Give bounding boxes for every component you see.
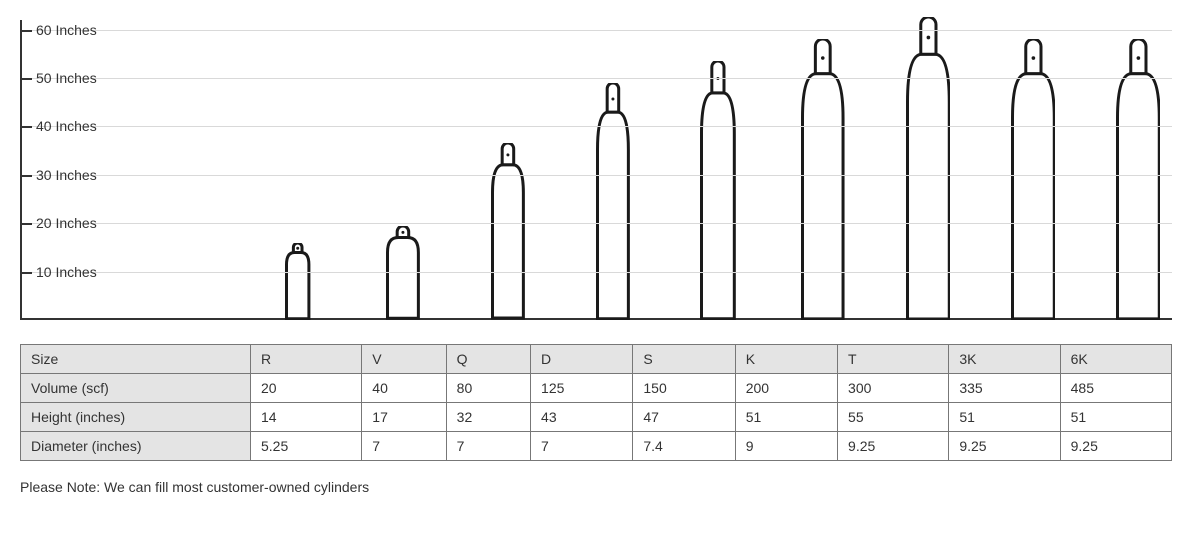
cylinder-spec-table: SizeRVQDSKT3K6K Volume (scf)204080125150… — [20, 344, 1172, 461]
y-tick-label: 10 Inches — [36, 264, 97, 280]
table-cell: 200 — [735, 374, 837, 403]
table-cell: 47 — [633, 403, 735, 432]
table-corner: Size — [21, 345, 251, 374]
table-col-k: K — [735, 345, 837, 374]
table-cell: 51 — [949, 403, 1060, 432]
table-cell: 7.4 — [633, 432, 735, 461]
cylinder-d — [596, 83, 630, 320]
y-tick — [20, 272, 32, 274]
row-label: Diameter (inches) — [21, 432, 251, 461]
y-tick-label: 40 Inches — [36, 118, 97, 134]
table-cell: 335 — [949, 374, 1060, 403]
row-label: Height (inches) — [21, 403, 251, 432]
table-cell: 51 — [1060, 403, 1171, 432]
table-cell: 40 — [362, 374, 446, 403]
cylinder-k — [801, 39, 845, 320]
cylinder-graphics — [20, 20, 1172, 320]
cylinder-t — [906, 17, 951, 320]
table-col-r: R — [251, 345, 362, 374]
row-label: Volume (scf) — [21, 374, 251, 403]
footnote: Please Note: We can fill most customer-o… — [20, 479, 1172, 495]
table-col-d: D — [531, 345, 633, 374]
table-cell: 55 — [838, 403, 949, 432]
table-col-s: S — [633, 345, 735, 374]
table-cell: 43 — [531, 403, 633, 432]
cylinder-6k — [1116, 39, 1161, 320]
table-cell: 9.25 — [838, 432, 949, 461]
gridline — [20, 272, 1172, 273]
y-tick — [20, 78, 32, 80]
table-cell: 32 — [446, 403, 530, 432]
table-cell: 9.25 — [949, 432, 1060, 461]
table-cell: 80 — [446, 374, 530, 403]
table-cell: 125 — [531, 374, 633, 403]
y-tick-label: 20 Inches — [36, 215, 97, 231]
table-cell: 300 — [838, 374, 949, 403]
cylinder-size-chart: 10 Inches 20 Inches 30 Inches 40 Inches 50 I… — [20, 20, 1172, 320]
table-cell: 9 — [735, 432, 837, 461]
table-cell: 7 — [446, 432, 530, 461]
table-col-t: T — [838, 345, 949, 374]
table-cell: 5.25 — [251, 432, 362, 461]
y-tick — [20, 30, 32, 32]
gridline — [20, 126, 1172, 127]
table-cell: 17 — [362, 403, 446, 432]
y-tick-label: 60 Inches — [36, 22, 97, 38]
cylinder-v — [386, 226, 420, 320]
table-col-q: Q — [446, 345, 530, 374]
table-col-6k: 6K — [1060, 345, 1171, 374]
y-tick — [20, 126, 32, 128]
table-col-v: V — [362, 345, 446, 374]
cylinder-3k — [1011, 39, 1056, 320]
table-cell: 14 — [251, 403, 362, 432]
y-tick-label: 50 Inches — [36, 70, 97, 86]
y-tick — [20, 175, 32, 177]
table-col-3k: 3K — [949, 345, 1060, 374]
table-row: Height (inches)141732434751555151 — [21, 403, 1172, 432]
table-cell: 9.25 — [1060, 432, 1171, 461]
y-tick-label: 30 Inches — [36, 167, 97, 183]
y-tick — [20, 223, 32, 225]
gridline — [20, 78, 1172, 79]
table-cell: 51 — [735, 403, 837, 432]
table-cell: 150 — [633, 374, 735, 403]
table-cell: 7 — [362, 432, 446, 461]
gridline — [20, 30, 1172, 31]
cylinder-r — [285, 243, 310, 320]
table-row: Diameter (inches)5.257777.499.259.259.25 — [21, 432, 1172, 461]
cylinder-q — [491, 143, 525, 320]
table-cell: 20 — [251, 374, 362, 403]
table-cell: 485 — [1060, 374, 1171, 403]
cylinder-s — [700, 61, 736, 320]
table-cell: 7 — [531, 432, 633, 461]
gridline — [20, 223, 1172, 224]
table-row: Volume (scf)204080125150200300335485 — [21, 374, 1172, 403]
gridline — [20, 175, 1172, 176]
